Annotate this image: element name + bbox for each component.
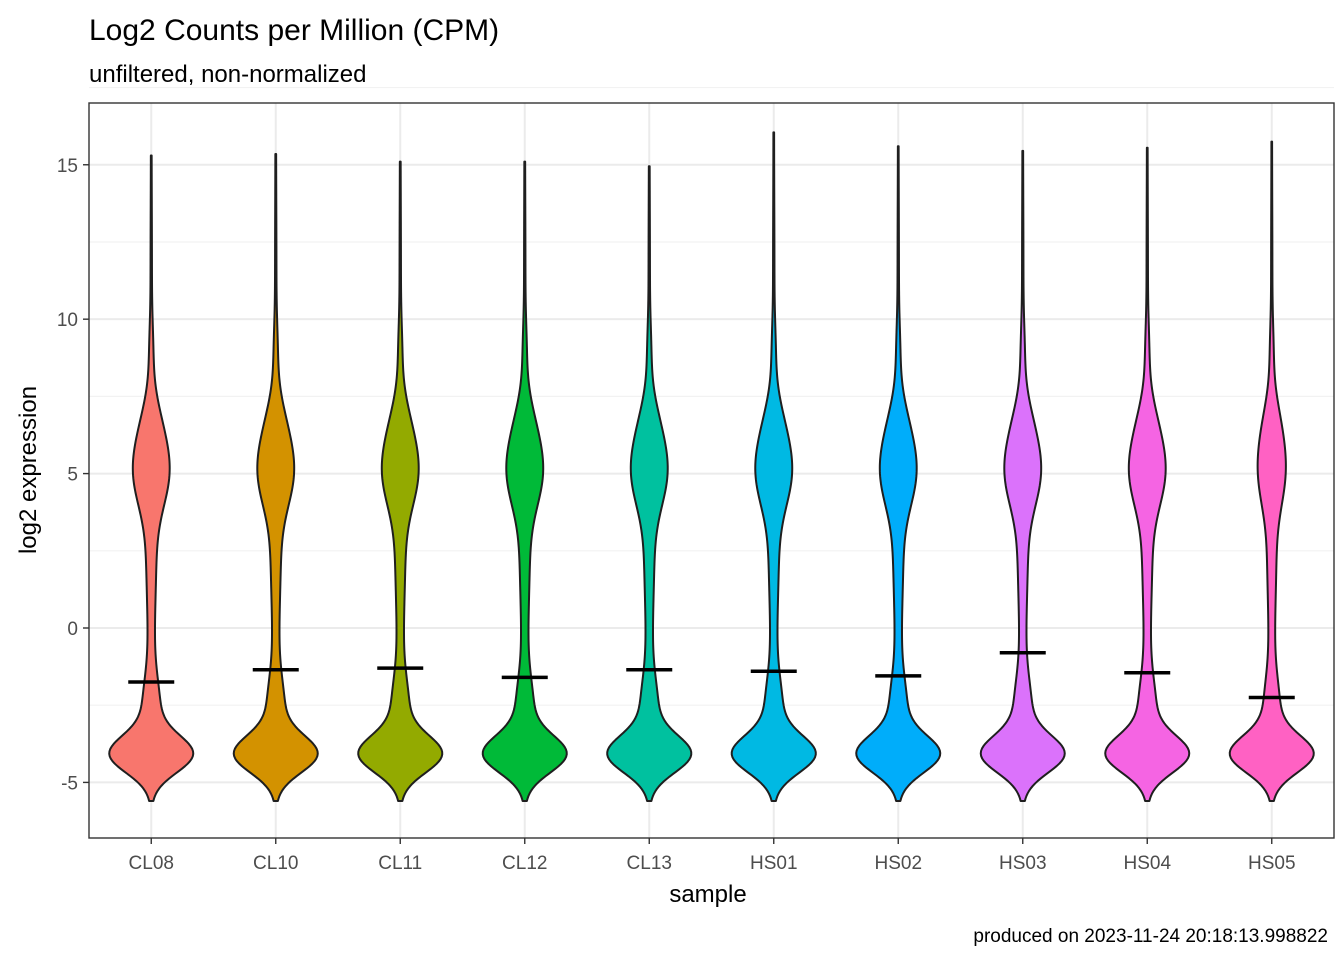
plot-border [88,102,1335,839]
violin-hs05 [1228,140,1315,802]
y-tick-label: -5 [61,773,78,794]
y-tick-label: 0 [67,619,78,640]
violin-hs01 [730,131,817,802]
x-tick-label: HS04 [1123,853,1171,874]
y-axis-label: log2 expression [15,386,42,554]
violins [108,131,1315,802]
violin-hs02 [855,145,942,802]
x-tick-label: CL08 [129,853,174,874]
violin-hs04 [1104,146,1191,802]
x-tick-label: HS02 [874,853,922,874]
y-tick-label: 10 [57,310,78,331]
chart-subtitle: unfiltered, non-normalized [89,61,367,88]
violin-cl11 [357,160,444,802]
x-tick-label: CL11 [378,853,422,874]
chart-title: Log2 Counts per Million (CPM) [89,14,499,47]
violin-cl12 [481,160,568,802]
x-axis-label: sample [669,881,746,908]
violin-hs03 [979,149,1066,802]
x-tick-label: CL13 [627,853,672,874]
y-tick-label: 15 [57,156,78,177]
violin-cl10 [232,152,319,802]
plot-panel [89,103,1334,838]
x-tick-label: CL12 [502,853,547,874]
x-tick-label: HS03 [999,853,1047,874]
x-axis-ticks: CL08 CL10 CL11 CL12 CL13 HS01 HS02 HS03 HS04 HS05 [129,838,1296,874]
median-markers [128,650,1295,700]
violin-cl13 [606,165,693,802]
x-tick-label: HS05 [1248,853,1296,874]
y-axis-ticks: -5 0 5 10 15 [57,156,89,794]
chart-caption: produced on 2023-11-24 20:18:13.998822 [973,926,1328,947]
x-tick-label: HS01 [750,853,798,874]
y-tick-label: 5 [67,465,78,486]
x-tick-label: CL10 [253,853,298,874]
violin-cl08 [108,154,195,802]
